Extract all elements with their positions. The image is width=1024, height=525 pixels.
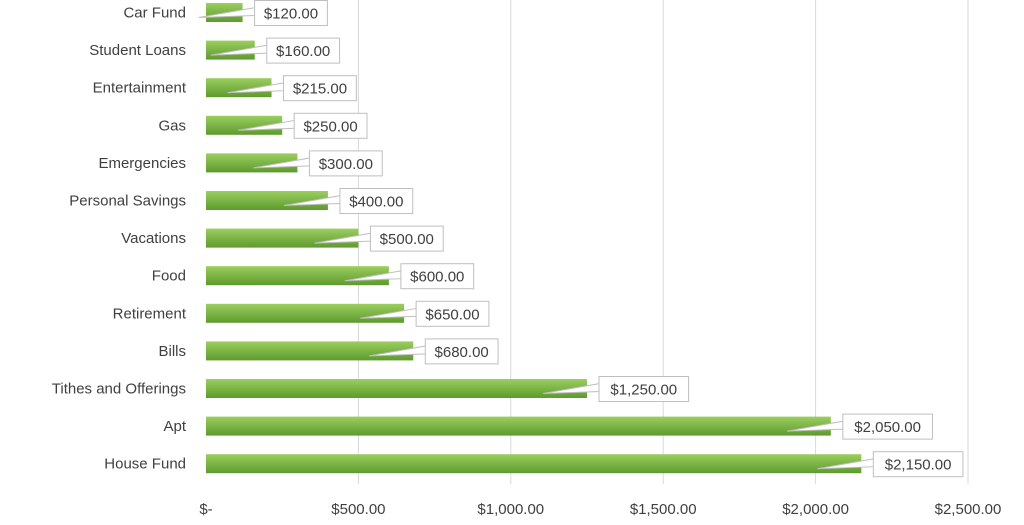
bar — [206, 266, 389, 286]
data-label-box — [283, 75, 357, 102]
data-label: $600.00 — [410, 269, 464, 286]
category-label: Emergencies — [98, 155, 186, 172]
data-label-box — [424, 338, 499, 365]
bar — [206, 454, 862, 474]
bar — [206, 303, 405, 323]
data-label-box — [339, 188, 414, 214]
data-label-box — [369, 225, 444, 252]
x-tick-label: $1,500.00 — [630, 501, 697, 518]
x-tick-label: $1,000.00 — [477, 501, 544, 518]
data-label-box — [842, 413, 933, 440]
value-axis: $- $500.00 $1,000.00 $1,500.00 $2,000.00 $2,5… — [199, 501, 1001, 518]
bar — [206, 228, 359, 248]
x-tick-label: $2,000.00 — [782, 501, 849, 518]
bars — [206, 3, 862, 474]
data-label: $215.00 — [293, 81, 347, 98]
data-label: $500.00 — [380, 231, 434, 248]
gridlines — [357, 0, 969, 484]
category-label: House Fund — [104, 456, 186, 473]
category-axis: Car Fund Student Loans Entertainment Gas Eme… — [52, 5, 187, 473]
data-label-box — [415, 300, 490, 327]
category-label: Retirement — [113, 305, 187, 322]
data-label: $2,150.00 — [885, 457, 952, 474]
data-label: $680.00 — [435, 344, 489, 361]
category-label: Student Loans — [89, 42, 186, 59]
data-label: $160.00 — [276, 43, 330, 60]
x-tick-label: $2,500.00 — [935, 501, 1002, 518]
data-labels: $120.00 $160.00 $215.00 $250.00 $300.00 $400.… — [198, 0, 964, 478]
category-label: Bills — [158, 343, 186, 360]
data-label-box — [254, 0, 328, 26]
data-label-box — [872, 451, 964, 478]
category-label: Tithes and Offerings — [52, 381, 186, 398]
category-label: Gas — [158, 117, 186, 134]
data-label: $120.00 — [264, 6, 318, 23]
x-tick-label: $- — [199, 501, 212, 518]
data-label-box — [400, 263, 475, 290]
x-tick-label: $500.00 — [331, 501, 385, 518]
bar — [206, 341, 414, 361]
data-label-box — [308, 150, 383, 177]
data-label: $2,050.00 — [854, 419, 921, 436]
data-label: $250.00 — [303, 118, 357, 135]
bar — [206, 416, 831, 436]
data-label-box — [598, 376, 690, 402]
data-label: $650.00 — [425, 306, 479, 323]
category-label: Food — [152, 268, 186, 285]
data-label: $300.00 — [319, 156, 373, 173]
data-label-box — [266, 37, 341, 64]
category-label: Entertainment — [93, 80, 187, 97]
category-label: Personal Savings — [69, 193, 186, 210]
category-label: Vacations — [121, 230, 186, 247]
bar — [206, 115, 283, 135]
bar — [206, 78, 272, 98]
category-label: Apt — [163, 418, 186, 435]
category-label: Car Fund — [123, 5, 186, 22]
bar — [206, 379, 587, 398]
data-label-box — [293, 112, 368, 139]
data-label: $1,250.00 — [610, 382, 677, 399]
data-label: $400.00 — [349, 194, 403, 211]
